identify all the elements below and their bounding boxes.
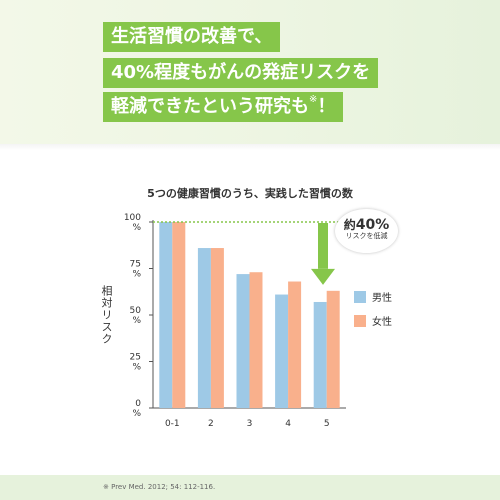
footnote-mark: ※ — [309, 94, 318, 105]
y-tick-label: 25% — [130, 353, 142, 373]
legend-swatch-female — [354, 314, 366, 327]
bar-male — [236, 274, 250, 408]
y-axis-label: 相対リスク — [100, 285, 113, 345]
badge-text: リスクを低減 — [345, 232, 388, 240]
arrow-head — [311, 268, 335, 285]
chart-title: 5つの健康習慣のうち、実践した習慣の数 — [147, 187, 353, 200]
headline-line-2: 40%程度もがんの発症リスクを — [103, 58, 379, 88]
legend-label-male: 男性 — [372, 293, 392, 304]
bar-female — [249, 272, 263, 408]
badge-prefix: 約 — [343, 218, 356, 232]
y-tick-label: 0% — [132, 399, 141, 419]
legend-item-male: 男性 — [354, 289, 392, 304]
x-tick-label: 3 — [247, 419, 253, 429]
bar-female — [210, 248, 224, 408]
x-tick-label: 5 — [324, 419, 330, 429]
legend-item-female: 女性 — [354, 313, 392, 328]
section-divider — [0, 144, 500, 150]
bar-male — [159, 222, 173, 408]
x-tick-label: 2 — [208, 419, 214, 429]
y-tick-label: 50% — [130, 306, 142, 326]
bar-female — [288, 281, 302, 408]
badge-percent: 40% — [355, 217, 390, 233]
headline-line-1: 生活習慣の改善で、 — [103, 22, 281, 52]
x-tick-label: 4 — [285, 419, 291, 429]
y-tick-label: 75% — [130, 260, 142, 280]
bar-male — [197, 248, 211, 408]
headline-line-3-end: ！ — [317, 96, 336, 117]
legend-swatch-male — [354, 290, 366, 303]
bar-female — [326, 290, 340, 408]
arrow-shaft — [318, 223, 328, 269]
bar-female — [172, 222, 186, 408]
legend-label-female: 女性 — [372, 317, 392, 328]
risk-reduction-badge: 約40% リスクを低減 — [335, 209, 398, 253]
citation: ※ Prev Med. 2012; 54: 112-116. — [103, 483, 216, 491]
footer-bar: ※ Prev Med. 2012; 54: 112-116. — [0, 475, 500, 500]
chart-legend: 男性 女性 — [354, 289, 392, 337]
bar-male — [313, 301, 327, 408]
badge-value: 約40% — [335, 218, 398, 232]
headline-line-3-text: 軽減できたという研究も — [111, 96, 309, 117]
bar-male — [275, 294, 289, 408]
x-tick-label: 0-1 — [165, 419, 180, 429]
y-tick-label: 100% — [124, 213, 142, 233]
header-banner: 生活習慣の改善で、 40%程度もがんの発症リスクを 軽減できたという研究も※！ — [0, 0, 500, 144]
headline-line-3: 軽減できたという研究も※！ — [103, 92, 344, 122]
